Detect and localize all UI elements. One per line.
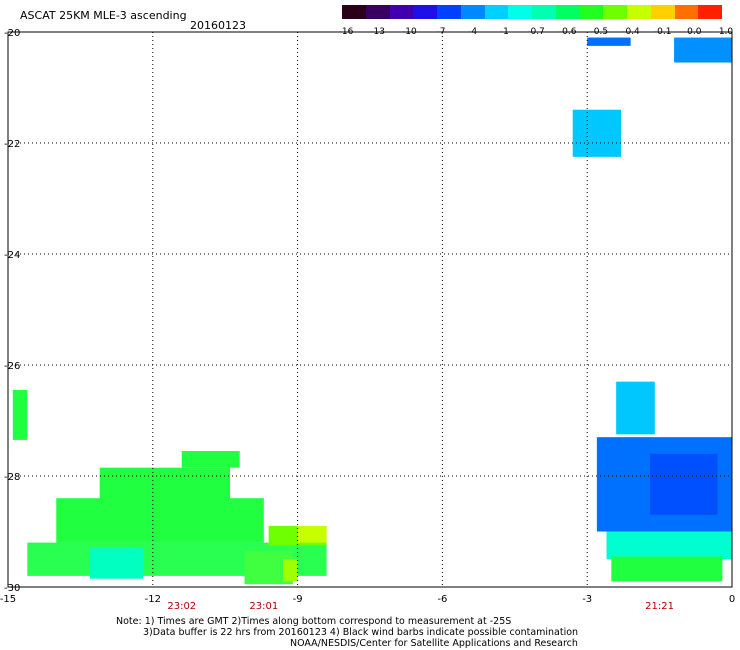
- color-scale-segment: [698, 5, 722, 19]
- wind-swath-cell: [297, 525, 327, 543]
- wind-swath-cell: [572, 109, 621, 157]
- product-title: ASCAT 25KM MLE-3 ascending: [20, 9, 187, 22]
- color-scale-segment: [342, 5, 366, 19]
- latitude-tick-label: -24: [4, 250, 20, 261]
- wind-swath-cell: [649, 453, 718, 515]
- wind-swath-cell: [606, 531, 732, 560]
- color-scale-segment: [603, 5, 627, 19]
- color-scale-segment: [508, 5, 532, 19]
- color-scale-segment: [413, 5, 437, 19]
- longitude-tick-label: 0: [729, 594, 735, 605]
- color-scale-segment: [650, 5, 675, 19]
- latitude-tick-label: -30: [4, 583, 20, 594]
- latitude-tick-label: -28: [4, 472, 20, 483]
- note-line-1: Note: 1) Times are GMT 2)Times along bot…: [116, 616, 512, 627]
- color-scale-segment: [532, 5, 556, 19]
- wind-swath-cell: [181, 451, 240, 468]
- time-labels: 23:02 23:01 21:21: [167, 601, 674, 612]
- color-scale-segment: [460, 5, 485, 19]
- grid-lines: [8, 32, 732, 587]
- latitude-tick-label: -20: [4, 28, 20, 39]
- color-scale-segment: [437, 5, 461, 19]
- wind-swath-cell: [12, 389, 28, 440]
- wind-swath-cell: [616, 381, 655, 435]
- wind-swath-cell: [611, 556, 723, 582]
- note-line-3: NOAA/NESDIS/Center for Satellite Applica…: [290, 638, 578, 649]
- wind-swath-cell: [674, 37, 732, 63]
- longitude-tick-label: -6: [437, 594, 447, 605]
- longitude-tick-label: -9: [293, 594, 303, 605]
- wind-swath-cell: [283, 559, 298, 582]
- color-scale-bar: [342, 5, 722, 19]
- wind-swath-cell: [587, 37, 631, 46]
- wind-swath-cell: [56, 498, 264, 543]
- latitude-tick-label: -26: [4, 361, 20, 372]
- product-date: 20160123: [190, 19, 246, 32]
- latitude-tick-label: -22: [4, 139, 20, 150]
- wind-swath-cell: [90, 548, 144, 579]
- longitude-tick-label: -12: [145, 594, 161, 605]
- axis-ticks: -15 -12 -9 -6 -3 0-20-22-24-26-28-30: [0, 28, 735, 605]
- color-scale-segment: [484, 5, 509, 19]
- wind-map-plot: -15 -12 -9 -6 -3 0-20-22-24-26-28-30 23:02 23:…: [0, 28, 735, 612]
- pass-time-label: 21:21: [645, 601, 674, 612]
- longitude-tick-label: -3: [582, 594, 592, 605]
- note-line-2: 3)Data buffer is 22 hrs from 20160123 4)…: [143, 627, 579, 638]
- swath-layer: [12, 37, 732, 585]
- longitude-tick-label: -15: [0, 594, 16, 605]
- pass-time-label: 23:01: [249, 601, 278, 612]
- color-scale-segment: [555, 5, 580, 19]
- plot-frame: [7, 31, 733, 588]
- color-scale-segment: [674, 5, 699, 19]
- wind-swath-cell: [99, 467, 231, 504]
- color-scale-segment: [389, 5, 414, 19]
- color-scale-segment: [365, 5, 390, 19]
- pass-time-label: 23:02: [167, 601, 196, 612]
- color-scale-segment: [627, 5, 651, 19]
- color-scale-segment: [579, 5, 604, 19]
